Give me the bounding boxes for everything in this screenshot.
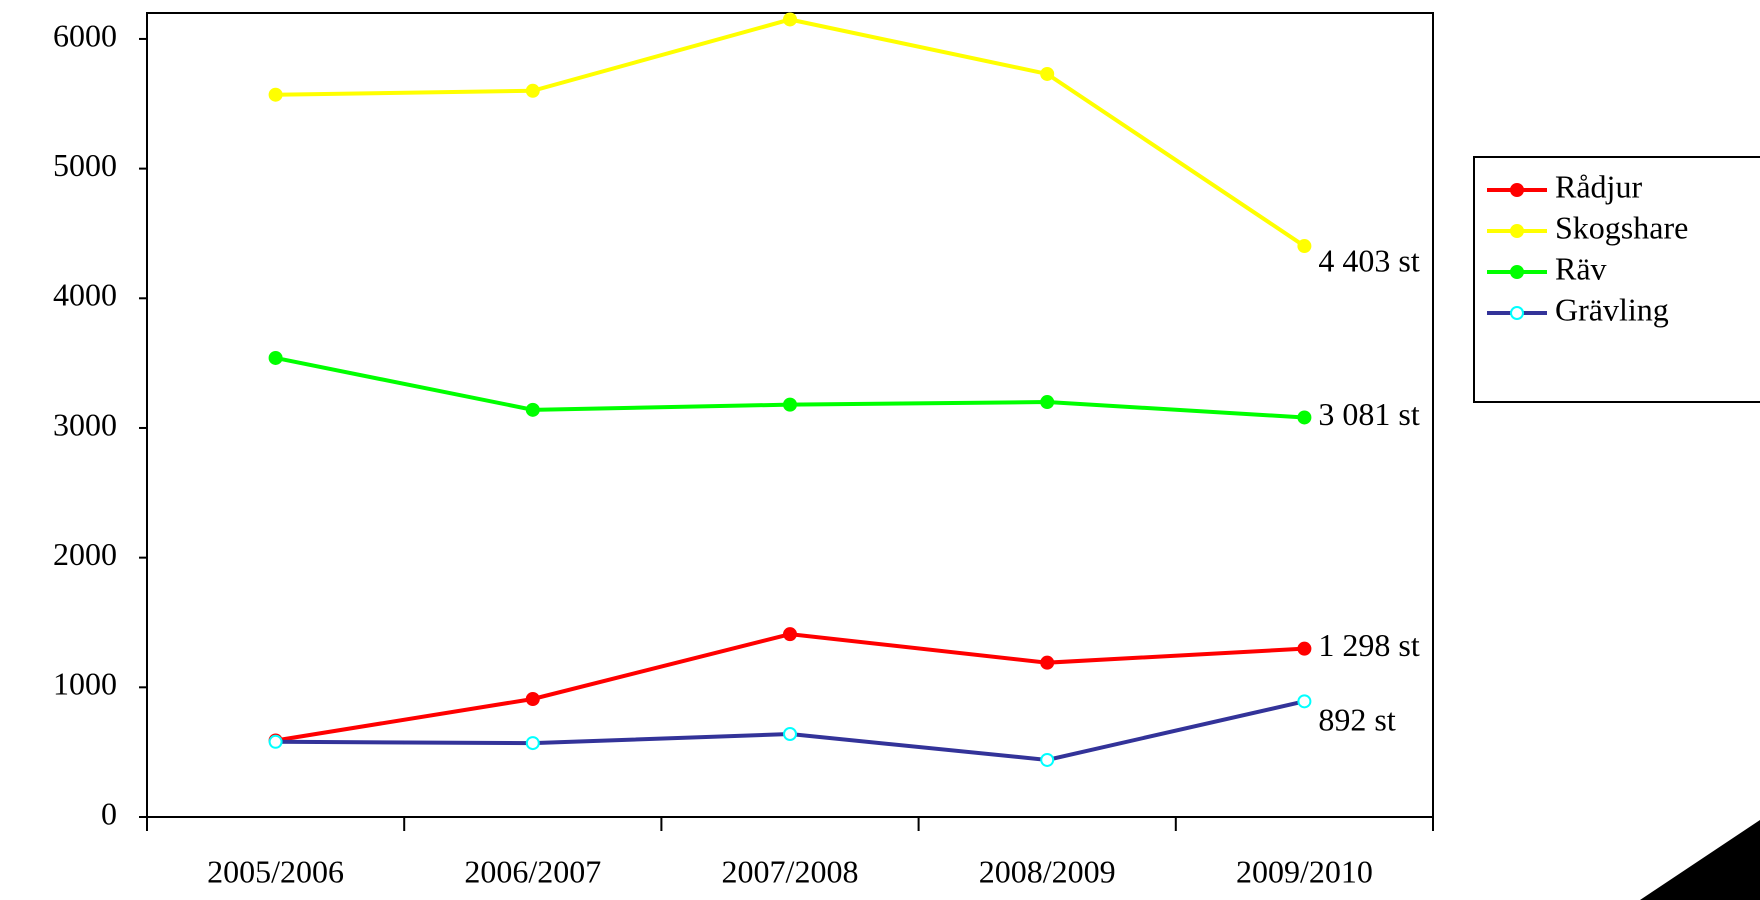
data-point <box>1297 694 1312 709</box>
legend-marker <box>1510 306 1524 320</box>
x-tick-label: 2009/2010 <box>1236 853 1373 889</box>
legend-marker <box>1510 265 1524 279</box>
legend-marker <box>1510 183 1524 197</box>
data-point <box>783 12 797 27</box>
data-point <box>1297 410 1312 425</box>
data-point <box>783 627 797 642</box>
data-point <box>1040 655 1055 670</box>
data-point <box>268 734 283 749</box>
data-point <box>783 397 797 412</box>
value-label: 3 081 st <box>1318 396 1419 432</box>
x-tick-label: 2005/2006 <box>207 853 344 889</box>
data-point <box>525 736 540 751</box>
legend-marker <box>1510 224 1524 238</box>
y-tick-label: 0 <box>101 795 117 831</box>
series-line <box>275 632 1305 743</box>
data-point <box>1040 752 1055 767</box>
y-tick-label: 4000 <box>53 277 117 313</box>
legend-label: Skogshare <box>1555 209 1688 245</box>
data-point <box>525 402 540 417</box>
legend <box>1473 156 1760 403</box>
data-point <box>1040 66 1055 81</box>
value-label: 1 298 st <box>1318 627 1419 663</box>
y-tick-label: 3000 <box>53 406 117 442</box>
x-tick-label: 2007/2008 <box>722 853 859 889</box>
y-tick-label: 6000 <box>53 17 117 53</box>
value-label: 892 st <box>1318 702 1395 738</box>
data-point <box>525 83 540 98</box>
x-tick-label: 2006/2007 <box>464 853 601 889</box>
y-tick-label: 1000 <box>53 666 117 702</box>
value-label: 4 403 st <box>1318 242 1419 278</box>
legend-label: Grävling <box>1555 291 1669 327</box>
x-tick-label: 2008/2009 <box>979 853 1116 889</box>
legend-label: Rådjur <box>1555 168 1642 204</box>
series-line <box>275 17 1306 248</box>
data-point <box>1040 395 1055 410</box>
data-point <box>1297 641 1312 656</box>
data-point <box>268 87 283 102</box>
data-point <box>525 691 540 706</box>
y-tick-label: 2000 <box>53 536 117 572</box>
y-tick-label: 5000 <box>53 147 117 183</box>
legend-label: Räv <box>1555 250 1607 286</box>
data-point <box>783 727 797 742</box>
decoration <box>1640 820 1760 900</box>
data-point <box>268 350 283 365</box>
data-point <box>1297 239 1312 254</box>
